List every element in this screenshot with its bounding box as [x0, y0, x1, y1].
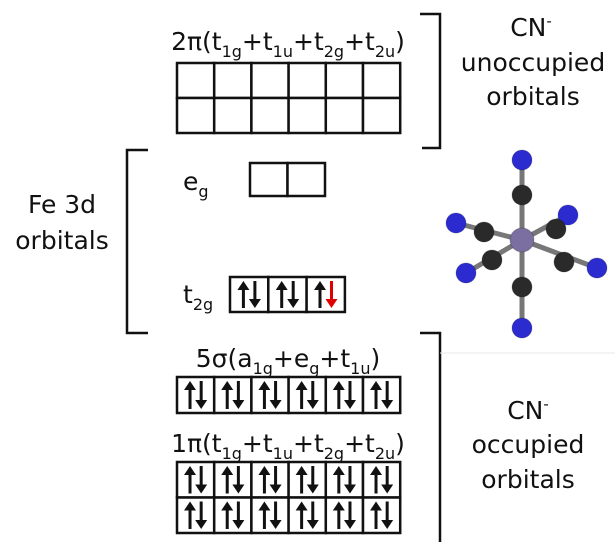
- orbital-box: [289, 462, 326, 498]
- label-text: ): [395, 27, 405, 56]
- orbital-box: [363, 377, 400, 413]
- level-label: 1π(t1g​+t1u​+t2g​+t2u​): [171, 429, 405, 463]
- carbon: [512, 277, 532, 297]
- orbital-box: [326, 377, 363, 413]
- carbon: [554, 252, 574, 272]
- carbon: [474, 222, 494, 242]
- orbital-box: [326, 98, 363, 133]
- orbital-box: [289, 377, 326, 413]
- subscript: 2u: [375, 42, 395, 61]
- orbital-box: [307, 277, 345, 312]
- orbital-box: [363, 98, 400, 133]
- orbital-box: [177, 63, 214, 98]
- label-text: +t: [344, 27, 375, 56]
- orbital-box: [214, 98, 251, 133]
- side-label: orbitals: [486, 82, 579, 111]
- orbital-box: [326, 63, 363, 98]
- nitrogen: [587, 258, 607, 278]
- orbital-box: [214, 462, 251, 498]
- orbital-box: [326, 462, 363, 498]
- orbital-box: [230, 277, 268, 312]
- level-label: 5σ(a1g​+eg​+t1u​): [196, 344, 381, 378]
- fe-label: Fe 3d: [28, 190, 96, 219]
- superscript: -: [543, 395, 548, 413]
- subscript: 1u: [273, 444, 293, 463]
- orbital-box: [289, 98, 326, 133]
- orbital-box: [214, 63, 251, 98]
- subscript: 2g: [193, 295, 213, 314]
- fe-label: orbitals: [15, 226, 108, 255]
- label-text: +t: [242, 27, 273, 56]
- side-label: occupied: [472, 430, 585, 459]
- orbital-box: [363, 462, 400, 498]
- orbital-box: [251, 462, 288, 498]
- subscript: 1u: [273, 42, 293, 61]
- species-name: CN: [510, 13, 546, 42]
- orbital-box: [177, 462, 214, 498]
- species: CN-: [510, 12, 552, 42]
- orbital-box: [363, 498, 400, 534]
- subscript: 1g: [253, 359, 273, 378]
- orbital-box: [288, 163, 326, 196]
- side-label: orbitals: [481, 465, 574, 494]
- label-text: ): [370, 344, 380, 373]
- label-text: t: [183, 280, 193, 309]
- orbital-box: [251, 98, 288, 133]
- orbital-box: [251, 377, 288, 413]
- orbital-box: [214, 498, 251, 534]
- label-text: ): [395, 429, 405, 458]
- subscript: 1g: [222, 444, 242, 463]
- orbital-box: [289, 63, 326, 98]
- label-text: +t: [319, 344, 350, 373]
- label-text: 5σ(a: [196, 344, 253, 373]
- nitrogen: [512, 150, 532, 170]
- subscript: 2g: [324, 444, 344, 463]
- orbital-box: [177, 498, 214, 534]
- species: CN-: [507, 395, 549, 425]
- label-text: +t: [242, 429, 273, 458]
- nitrogen: [446, 213, 466, 233]
- subscript: 2u: [375, 444, 395, 463]
- label-text: 2π(t: [171, 27, 222, 56]
- label-text: +t: [293, 429, 324, 458]
- subscript: 1u: [350, 359, 370, 378]
- side-label: unoccupied: [461, 48, 605, 77]
- orbital-box: [268, 277, 306, 312]
- orbital-box: [250, 163, 288, 196]
- level-label: eg​: [183, 167, 209, 201]
- species-name: CN: [507, 396, 543, 425]
- label-text: +t: [344, 429, 375, 458]
- diagram: 2π(t1g​+t1u​+t2g​+t2u​)CN-unoccupiedorbi…: [0, 0, 615, 542]
- label-text: +e: [273, 344, 309, 373]
- label-text: e: [183, 167, 198, 196]
- orbital-box: [177, 377, 214, 413]
- carbon: [546, 219, 566, 239]
- subscript: 1g: [222, 42, 242, 61]
- orbital-box: [326, 498, 363, 534]
- iron: [510, 228, 534, 252]
- orbital-box: [251, 63, 288, 98]
- carbon: [512, 185, 532, 205]
- nitrogen: [456, 263, 476, 283]
- carbon: [482, 250, 502, 270]
- subscript: 2g: [324, 42, 344, 61]
- orbital-box: [214, 377, 251, 413]
- orbital-box: [289, 498, 326, 534]
- superscript: -: [546, 12, 551, 30]
- label-text: 1π(t: [171, 429, 222, 458]
- orbital-box: [251, 498, 288, 534]
- subscript: g: [309, 359, 319, 378]
- level-label: 2π(t1g​+t1u​+t2g​+t2u​): [171, 27, 405, 61]
- molecule: [446, 150, 607, 338]
- nitrogen: [512, 318, 532, 338]
- orbital-box: [177, 98, 214, 133]
- subscript: g: [198, 182, 208, 201]
- label-text: +t: [293, 27, 324, 56]
- level-label: t2g​: [183, 280, 213, 314]
- orbital-box: [363, 63, 400, 98]
